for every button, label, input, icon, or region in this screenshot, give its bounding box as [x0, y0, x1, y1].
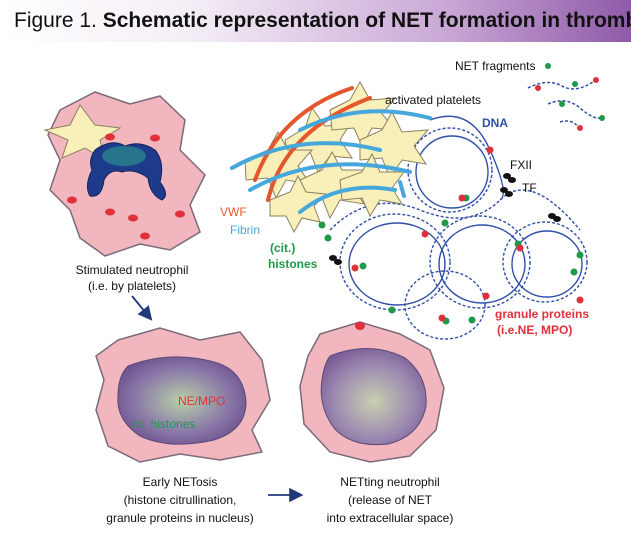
label-netting-neutrophil-line1: NETting neutrophil	[340, 475, 440, 489]
label-fxii: FXII	[510, 158, 533, 172]
figure-number: Figure 1.	[14, 9, 97, 32]
label-stimulated-neutrophil-line1: Stimulated neutrophil	[75, 263, 189, 277]
label-tf: TF	[522, 181, 537, 195]
label-activated-platelets: activated platelets	[385, 93, 482, 107]
label-ne-mpo: NE/MPO	[178, 394, 226, 408]
fxii-tf-markers	[329, 173, 561, 265]
label-netting-neutrophil-line3: into extracellular space)	[326, 511, 454, 525]
label-vwf: VWF	[220, 205, 247, 219]
histone-markers	[318, 151, 584, 325]
label-early-netosis-line3: granule proteins in nucleus)	[106, 511, 254, 525]
arrow-down	[131, 295, 153, 321]
title-banner: Figure 1. Schematic representation of NE…	[0, 0, 631, 42]
label-netting-neutrophil-line2: (release of NET	[347, 493, 433, 507]
label-fibrin: Fibrin	[230, 223, 261, 237]
label-early-netosis-line2: (histone citrullination,	[123, 493, 237, 507]
label-early-netosis-line1: Early NETosis	[142, 475, 218, 489]
granule-protein-markers	[351, 146, 584, 322]
stimulated-neutrophil-cell	[43, 91, 206, 257]
vwf-strands	[253, 86, 372, 202]
net-fragments	[527, 63, 605, 131]
figure-heading: Schematic representation of NET formatio…	[102, 9, 631, 32]
label-cit-histones-line1: (cit.)	[270, 241, 296, 255]
label-granule-proteins-line2: (i.e.NE, MPO)	[497, 323, 573, 337]
net-dna-network	[329, 115, 588, 340]
activated-platelets-cluster	[244, 80, 430, 234]
fibrin-strands	[230, 109, 432, 214]
label-net-fragments: NET fragments	[455, 59, 536, 73]
label-dna: DNA	[482, 116, 508, 130]
figure-title: Figure 1. Schematic representation of NE…	[14, 9, 631, 33]
label-cit-histones-nucleus: cit. histones	[132, 417, 196, 431]
early-netosis-cell	[95, 327, 271, 463]
label-cit-histones-line2: histones	[268, 257, 318, 271]
netting-neutrophil-cell	[299, 321, 445, 463]
label-stimulated-neutrophil-line2: (i.e. by platelets)	[87, 279, 177, 293]
label-granule-proteins-line1: granule proteins	[495, 307, 590, 321]
